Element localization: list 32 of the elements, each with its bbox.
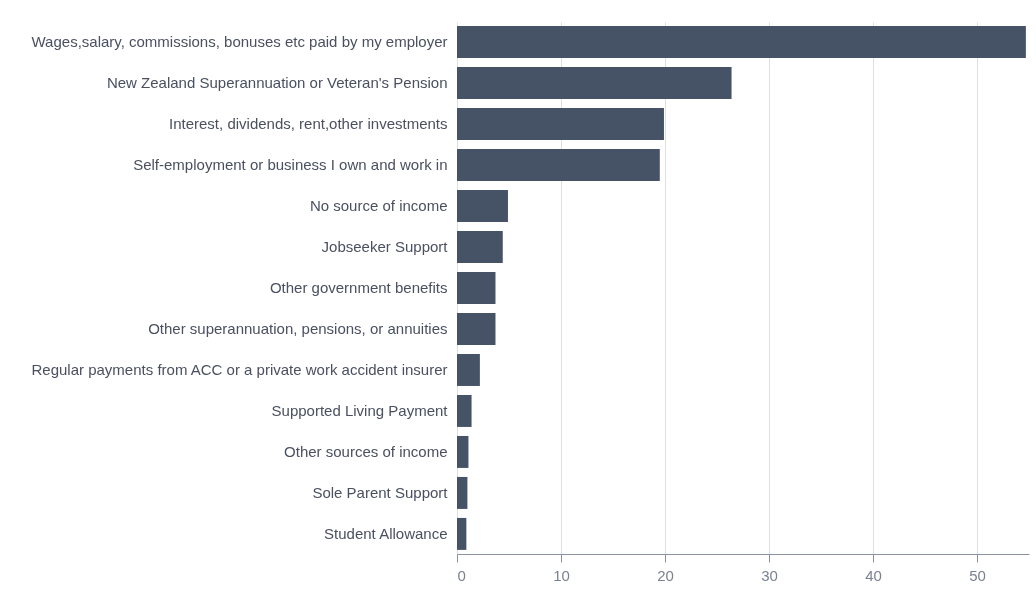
- bar: [457, 67, 732, 100]
- x-tick-label: 30: [761, 566, 778, 584]
- bar: [457, 394, 472, 427]
- y-tick-label: Wages,salary, commissions, bonuses etc paid by my employer: [31, 33, 448, 51]
- y-tick-label: Other government benefits: [269, 279, 448, 296]
- y-tick-label: Self-employment or business I own and work in: [133, 156, 448, 174]
- bar: [457, 108, 664, 141]
- y-tick-label: Jobseeker Support: [321, 238, 449, 256]
- bar: [457, 272, 496, 304]
- y-tick-label: Interest, dividends, rent,other investments: [169, 115, 448, 133]
- y-tick-label: Supported Living Payment: [271, 401, 449, 419]
- y-tick-label: Regular payments from ACC or a private work accident insurer: [31, 360, 448, 378]
- y-tick-label: Other sources of income: [284, 442, 448, 460]
- bar: [457, 476, 468, 509]
- bar: [457, 435, 469, 468]
- x-tick-label: 10: [553, 566, 570, 584]
- bar: [457, 313, 496, 345]
- bar: [457, 149, 660, 182]
- y-tick-label: Student Allowance: [324, 524, 448, 542]
- y-tick-label: Other superannuation, pensions, or annuities: [148, 319, 448, 337]
- bar: [457, 26, 1026, 59]
- bar: [457, 517, 467, 550]
- bar: [457, 190, 508, 223]
- y-tick-label: Sole Parent Support: [312, 483, 449, 501]
- y-tick-label: New Zealand Superannuation or Veteran's Pension: [106, 74, 448, 92]
- x-tick-label: 40: [865, 566, 882, 584]
- x-tick-label: 0: [457, 566, 466, 584]
- x-tick-label: 50: [969, 566, 986, 584]
- bar: [457, 353, 480, 386]
- x-tick-label: 20: [657, 566, 674, 584]
- bar: [457, 231, 503, 263]
- y-tick-label: No source of income: [309, 197, 448, 215]
